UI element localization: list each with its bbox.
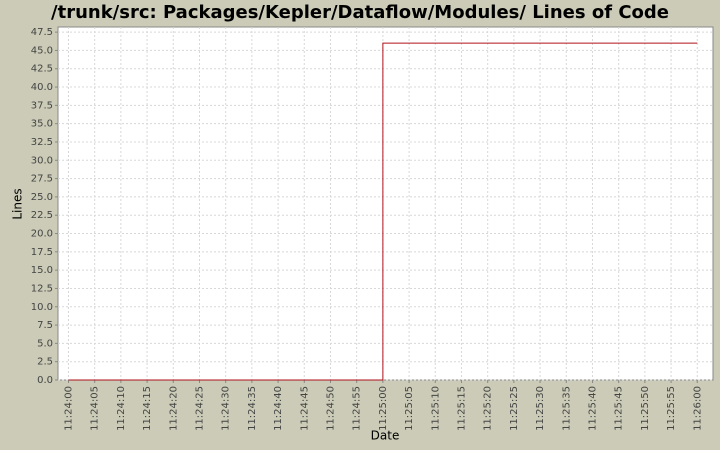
x-tick-label: 11:25:55 — [666, 386, 677, 431]
x-tick-label: 11:25:35 — [561, 386, 572, 431]
y-tick-label: 40.0 — [31, 82, 53, 93]
x-tick-label: 11:24:50 — [325, 386, 336, 431]
x-tick-label: 11:24:30 — [221, 386, 232, 431]
x-tick-label: 11:25:45 — [614, 386, 625, 431]
y-tick-label: 47.5 — [31, 27, 53, 38]
x-tick-label: 11:24:55 — [352, 386, 363, 431]
chart-title: /trunk/src: Packages/Kepler/Dataflow/Mod… — [51, 2, 669, 23]
x-tick-label: 11:25:40 — [587, 386, 598, 431]
x-tick-label: 11:25:10 — [430, 386, 441, 431]
x-tick-label: 11:24:40 — [273, 386, 284, 431]
y-axis-label: Lines — [11, 188, 25, 219]
y-tick-label: 45.0 — [31, 45, 53, 56]
x-tick-label: 11:24:35 — [247, 386, 258, 431]
y-tick-label: 17.5 — [31, 247, 53, 258]
y-tick-label: 22.5 — [31, 210, 53, 221]
y-tick-label: 25.0 — [31, 192, 53, 203]
x-tick-label: 11:24:05 — [90, 386, 101, 431]
y-tick-label: 32.5 — [31, 137, 53, 148]
x-tick-label: 11:25:15 — [456, 386, 467, 431]
data-line — [68, 42, 698, 381]
x-tick-label: 11:25:05 — [404, 386, 415, 431]
y-tick-label: 10.0 — [31, 302, 53, 313]
x-tick-label: 11:24:25 — [194, 386, 205, 431]
y-tick-label: 0.0 — [37, 375, 53, 386]
y-tick-label: 2.5 — [37, 357, 53, 368]
x-tick-label: 11:24:10 — [116, 386, 127, 431]
y-tick-label: 27.5 — [31, 174, 53, 185]
x-tick-label: 11:25:00 — [378, 386, 389, 431]
y-tick-label: 20.0 — [31, 229, 53, 240]
x-tick-label: 11:25:50 — [640, 386, 651, 431]
x-tick-label: 11:25:25 — [509, 386, 520, 431]
x-tick-label: 11:25:30 — [535, 386, 546, 431]
x-tick-label: 11:24:00 — [63, 386, 74, 431]
plot-area — [57, 26, 714, 381]
y-tick-label: 42.5 — [31, 64, 53, 75]
y-tick-label: 7.5 — [37, 320, 53, 331]
x-tick-label: 11:24:15 — [142, 386, 153, 431]
y-tick-label: 5.0 — [37, 338, 53, 349]
x-tick-label: 11:25:20 — [483, 386, 494, 431]
y-tick-label: 15.0 — [31, 265, 53, 276]
y-tick-label: 35.0 — [31, 119, 53, 130]
x-axis-label: Date — [371, 429, 400, 443]
y-tick-label: 12.5 — [31, 283, 53, 294]
y-tick-label: 30.0 — [31, 155, 53, 166]
x-tick-label: 11:26:00 — [692, 386, 703, 431]
y-tick-label: 37.5 — [31, 100, 53, 111]
x-tick-label: 11:24:45 — [299, 386, 310, 431]
x-tick-label: 11:24:20 — [168, 386, 179, 431]
